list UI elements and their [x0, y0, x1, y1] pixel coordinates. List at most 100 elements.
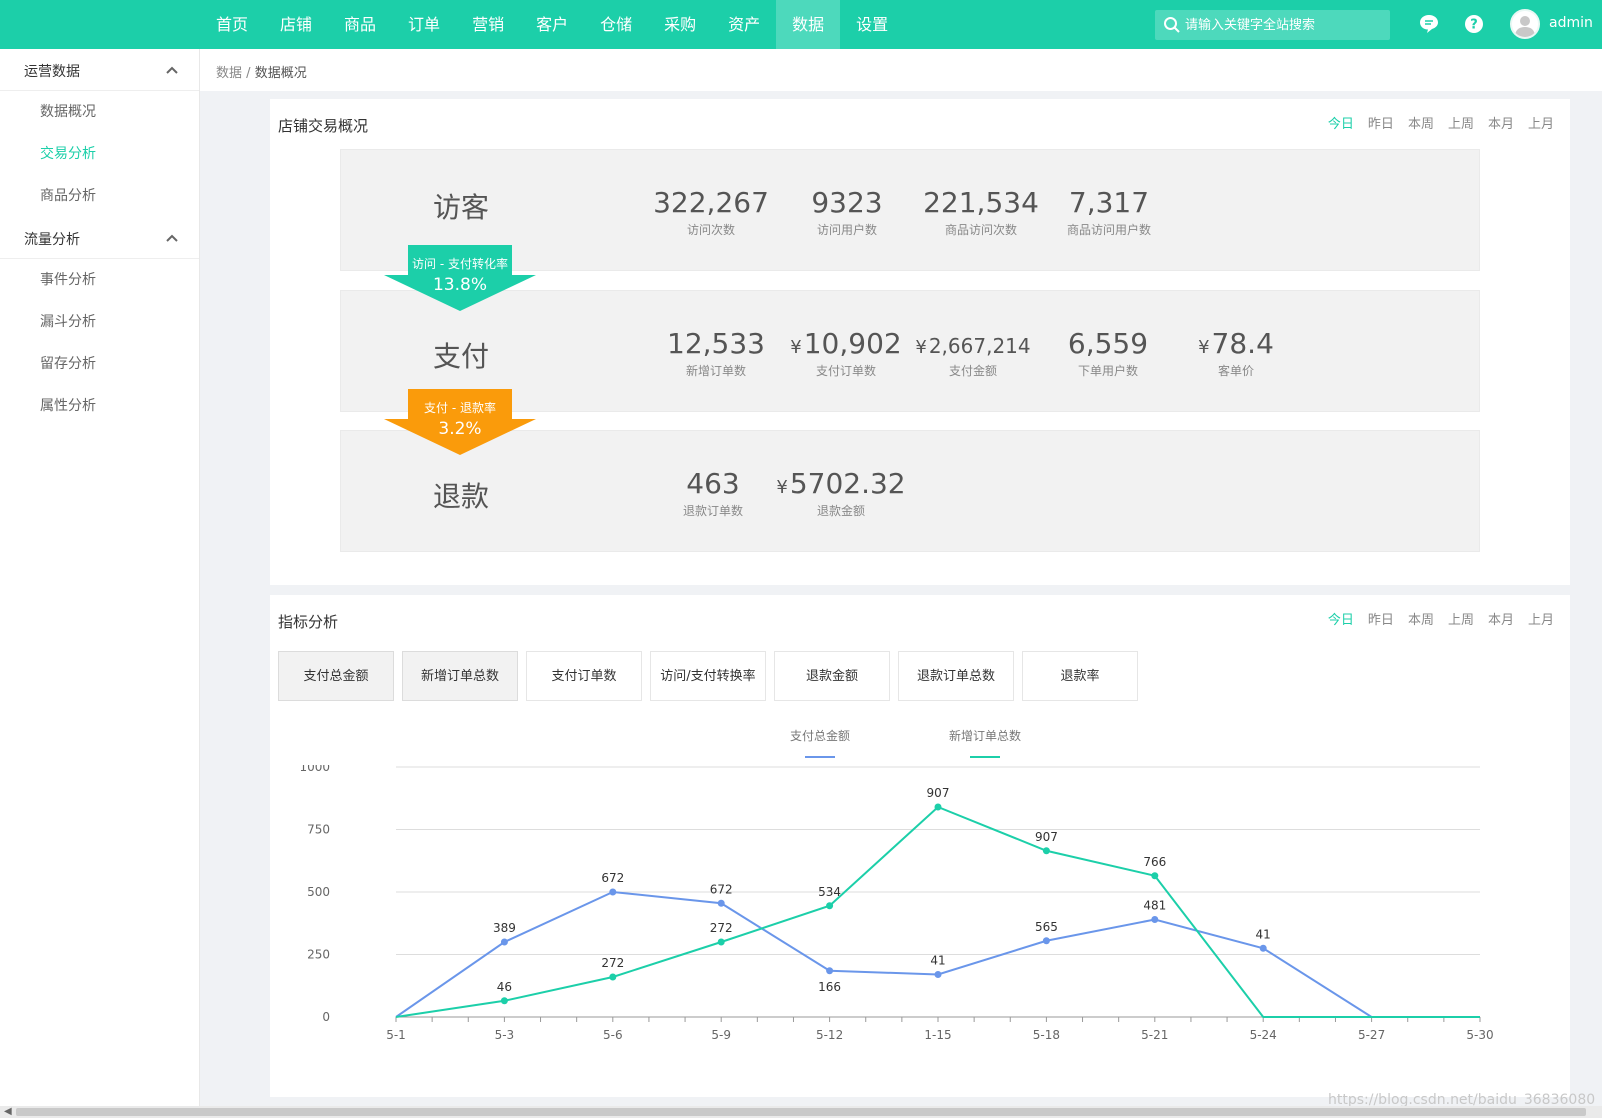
help-icon[interactable]: ? [1463, 13, 1485, 35]
metric-tab-2[interactable]: 支付订单数 [526, 651, 642, 701]
range-option-4[interactable]: 本月 [1487, 117, 1514, 132]
data-point[interactable] [717, 899, 725, 907]
currency-symbol: ¥ [1198, 337, 1210, 358]
user-avatar-icon [1515, 16, 1535, 37]
username[interactable]: admin [1549, 15, 1593, 31]
x-tick-label: 1-15 [924, 1028, 951, 1042]
legend-item-0[interactable]: 支付总金额 [775, 727, 865, 758]
x-tick-label: 5-9 [711, 1028, 731, 1042]
range-option-5[interactable]: 上月 [1527, 613, 1554, 628]
legend-swatch [970, 756, 1000, 758]
metric-tab-4[interactable]: 退款金额 [774, 651, 890, 701]
watermark: https://blog.csdn.net/baidu_36836080 [1328, 1092, 1596, 1108]
arrow-value: 13.8% [432, 275, 487, 295]
data-point[interactable] [609, 973, 617, 981]
metric-number: 78.4 [1211, 327, 1274, 360]
sidebar-group-1[interactable]: 流量分析 [0, 217, 199, 259]
data-point[interactable] [717, 938, 725, 946]
nav-item-6[interactable]: 仓储 [600, 15, 633, 34]
metrics-title: 指标分析 [278, 613, 339, 631]
metric: 463 退款订单数 [638, 467, 788, 519]
chevron-up-icon[interactable] [165, 231, 179, 245]
range-option-1[interactable]: 昨日 [1367, 117, 1394, 132]
metric-tab-0[interactable]: 支付总金额 [278, 651, 394, 701]
scroll-left-icon[interactable]: ◀ [4, 1106, 12, 1117]
metric: 12,533 新增订单数 [641, 327, 791, 379]
data-point[interactable] [1259, 944, 1267, 952]
sidebar-item-1-2[interactable]: 留存分析 [40, 356, 96, 372]
search-input[interactable] [1185, 10, 1385, 40]
range-option-2[interactable]: 本周 [1407, 117, 1434, 132]
data-point[interactable] [826, 902, 834, 910]
data-point[interactable] [934, 803, 942, 811]
data-point[interactable] [934, 971, 942, 978]
global-search[interactable] [1155, 10, 1390, 40]
horizontal-scrollbar[interactable]: ◀ [0, 1106, 1602, 1118]
metric-tab-1[interactable]: 新增订单总数 [402, 651, 518, 701]
nav-item-3[interactable]: 订单 [408, 15, 441, 34]
metric-tab-5[interactable]: 退款订单总数 [898, 651, 1014, 701]
range-option-4[interactable]: 本月 [1487, 613, 1514, 628]
sidebar-group-0[interactable]: 运营数据 [0, 49, 199, 91]
sidebar-item-1-3[interactable]: 属性分析 [40, 398, 96, 414]
metric-label: 客单价 [1217, 364, 1254, 378]
metric-value: 7,317 [1034, 186, 1184, 219]
sidebar-item-0-2[interactable]: 商品分析 [40, 188, 96, 204]
metrics-range-selector: 今日 昨日 本周 上周 本月 上月 [1314, 609, 1554, 628]
nav-item-5[interactable]: 客户 [536, 15, 569, 34]
sidebar: 运营数据数据概况交易分析商品分析流量分析事件分析漏斗分析留存分析属性分析 [0, 49, 200, 1118]
metric-tab-6[interactable]: 退款率 [1022, 651, 1138, 701]
metric-label: 下单用户数 [1077, 364, 1138, 378]
range-option-1[interactable]: 昨日 [1367, 613, 1394, 628]
data-point[interactable] [1151, 916, 1159, 923]
data-point[interactable] [1042, 847, 1050, 855]
range-option-3[interactable]: 上周 [1447, 117, 1474, 132]
data-point[interactable] [1042, 937, 1050, 945]
y-tick-label: 250 [307, 948, 330, 962]
scrollbar-thumb[interactable] [16, 1108, 1586, 1116]
sidebar-item-0-0[interactable]: 数据概况 [40, 104, 96, 120]
message-icon[interactable] [1418, 13, 1440, 35]
card-label: 支付 [433, 340, 490, 373]
nav-item-8[interactable]: 资产 [728, 15, 761, 34]
range-option-0[interactable]: 今日 [1327, 117, 1354, 132]
breadcrumb-root[interactable]: 数据 [216, 66, 243, 81]
data-point[interactable] [500, 938, 508, 946]
legend-item-1[interactable]: 新增订单总数 [940, 727, 1030, 758]
metric-label: 支付金额 [948, 364, 997, 378]
user-avatar[interactable] [1510, 9, 1540, 39]
metric-label: 访问用户数 [816, 223, 877, 237]
metric-value: ¥2,667,214 [898, 327, 1048, 360]
metric-tab-3[interactable]: 访问/支付转换率 [650, 651, 766, 701]
metric-label: 退款订单数 [682, 504, 743, 518]
nav-item-1[interactable]: 店铺 [280, 15, 313, 34]
nav-item-9[interactable]: 数据 [776, 0, 841, 49]
metric: ¥2,667,214 支付金额 [898, 327, 1048, 379]
range-option-2[interactable]: 本周 [1407, 613, 1434, 628]
metric: 7,317 商品访问用户数 [1034, 186, 1184, 238]
arrow-title: 访问 - 支付转化率 [412, 257, 508, 271]
nav-item-10[interactable]: 设置 [856, 15, 889, 34]
data-point[interactable] [500, 997, 508, 1005]
nav-item-7[interactable]: 采购 [664, 15, 697, 34]
data-point[interactable] [826, 967, 834, 975]
data-point[interactable] [609, 888, 617, 896]
currency-symbol: ¥ [776, 477, 788, 498]
chevron-up-icon[interactable] [165, 63, 179, 77]
range-option-3[interactable]: 上周 [1447, 613, 1474, 628]
range-option-5[interactable]: 上月 [1527, 117, 1554, 132]
sidebar-item-1-1[interactable]: 漏斗分析 [40, 314, 96, 330]
sidebar-item-1-0[interactable]: 事件分析 [40, 272, 96, 288]
data-point[interactable] [1151, 872, 1159, 880]
range-option-0[interactable]: 今日 [1327, 613, 1354, 628]
metric-number: 2,667,214 [928, 334, 1031, 358]
nav-item-2[interactable]: 商品 [344, 15, 377, 34]
nav-item-0[interactable]: 首页 [216, 15, 249, 34]
nav-item-4[interactable]: 营销 [472, 15, 505, 34]
metrics-tabs: 支付总金额 新增订单总数 支付订单数 访问/支付转换率 退款金额 退款订单总数 退款率 [278, 651, 1146, 701]
conversion-arrow-1: 支付 - 退款率 3.2% [384, 389, 536, 455]
metric-value: 6,559 [1033, 327, 1183, 360]
sidebar-item-0-1[interactable]: 交易分析 [40, 146, 96, 162]
overview-range-selector: 今日 昨日 本周 上周 本月 上月 [1314, 113, 1554, 132]
metric: ¥78.4 客单价 [1161, 327, 1311, 379]
